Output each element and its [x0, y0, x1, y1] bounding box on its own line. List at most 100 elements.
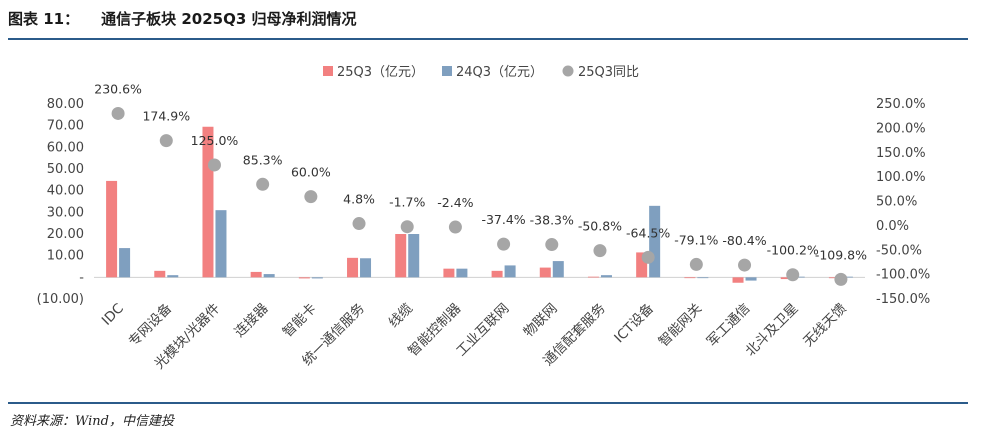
yoy-data-label: -100.2%	[767, 243, 819, 258]
category-label: ICT设备	[611, 299, 658, 346]
yoy-data-label: 230.6%	[94, 81, 142, 96]
right-axis-tick-label: 100.0%	[876, 170, 926, 185]
yoy-data-label: -109.8%	[815, 247, 867, 262]
yoy-point	[641, 250, 655, 264]
left-axis-tick-label: 70.00	[47, 119, 84, 134]
bar-25q3	[732, 277, 744, 283]
figure-title: 图表 11： 通信子板块 2025Q3 归母净利润情况	[8, 8, 357, 29]
yoy-point	[256, 177, 270, 191]
bar-24q3	[552, 261, 564, 278]
bar-24q3	[215, 210, 227, 278]
bar-25q3	[202, 126, 214, 278]
yoy-point	[738, 258, 752, 272]
bar-25q3	[780, 277, 792, 280]
figure-label: 图表 11：	[8, 10, 80, 28]
legend-swatch-25q3	[323, 66, 333, 76]
yoy-data-label: -37.4%	[481, 212, 525, 227]
yoy-point	[689, 257, 703, 271]
bar-25q3	[539, 267, 551, 278]
yoy-point	[352, 217, 366, 231]
bar-24q3	[793, 276, 805, 278]
left-axis-tick-label: 40.00	[47, 184, 84, 199]
right-axis-tick-label: -150.0%	[876, 292, 930, 307]
left-axis-tick-label: 60.00	[47, 140, 84, 155]
left-axis-tick-label: 80.00	[47, 97, 84, 112]
bar-25q3	[298, 277, 310, 279]
left-axis-tick-label: -	[79, 270, 84, 285]
bar-25q3	[154, 270, 166, 278]
bar-24q3	[841, 276, 853, 278]
bar-24q3	[408, 234, 420, 278]
yoy-data-label: -79.1%	[674, 232, 718, 247]
left-axis-tick-label: 50.00	[47, 162, 84, 177]
bar-25q3	[250, 271, 262, 278]
legend-swatch-24q3	[442, 66, 452, 76]
title-rule	[8, 38, 968, 40]
yoy-data-label: 125.0%	[191, 133, 239, 148]
bar-24q3	[167, 275, 179, 278]
yoy-point	[786, 268, 800, 282]
yoy-point	[497, 237, 511, 251]
category-label: 军工通信	[704, 301, 753, 350]
bar-24q3	[263, 274, 275, 278]
legend-label-24q3: 24Q3（亿元）	[456, 65, 543, 80]
bar-25q3	[684, 277, 696, 279]
category-label: 智能卡	[280, 301, 320, 341]
yoy-data-label: -2.4%	[437, 195, 473, 210]
yoy-data-label: 4.8%	[343, 192, 375, 207]
yoy-point	[304, 190, 318, 204]
yoy-data-label: -1.7%	[389, 195, 425, 210]
legend-label-yoy: 25Q3同比	[578, 65, 639, 80]
bar-25q3	[491, 270, 503, 278]
left-axis-tick-label: (10.00)	[37, 292, 84, 307]
yoy-data-label: 85.3%	[243, 152, 283, 167]
right-axis-tick-label: -50.0%	[876, 243, 922, 258]
yoy-data-label: 174.9%	[142, 109, 190, 124]
category-label: 工业互联网	[453, 301, 512, 360]
bar-24q3	[456, 268, 468, 278]
bar-25q3	[636, 252, 648, 278]
yoy-point	[448, 220, 462, 234]
bar-25q3	[587, 276, 599, 278]
yoy-point	[111, 106, 125, 120]
footer-rule	[8, 402, 968, 404]
yoy-data-label: -64.5%	[626, 225, 670, 240]
yoy-point	[207, 158, 221, 172]
figure-title-text: 通信子板块 2025Q3 归母净利润情况	[101, 10, 357, 28]
bar-24q3	[745, 277, 757, 281]
left-axis-tick-label: 20.00	[47, 227, 84, 242]
category-label: IDC	[99, 301, 127, 329]
left-axis-tick-label: 30.00	[47, 205, 84, 220]
yoy-data-label: -50.8%	[578, 219, 622, 234]
yoy-point	[400, 220, 414, 234]
right-axis-tick-label: -100.0%	[876, 268, 930, 283]
bar-25q3	[828, 277, 840, 279]
right-axis-tick-label: 250.0%	[876, 97, 926, 112]
yoy-data-label: -38.3%	[530, 213, 574, 228]
source-note: 资料来源：Wind，中信建投	[10, 414, 174, 429]
category-label: 专网设备	[125, 299, 176, 350]
yoy-data-label: 60.0%	[291, 165, 331, 180]
yoy-point	[593, 244, 607, 258]
right-axis-tick-label: 50.0%	[876, 195, 917, 210]
yoy-data-label: -80.4%	[722, 233, 766, 248]
category-label: 无线天馈	[800, 301, 849, 350]
right-axis-tick-label: 150.0%	[876, 146, 926, 161]
left-axis-tick-label: 10.00	[47, 249, 84, 264]
bar-24q3	[119, 248, 131, 278]
bar-24q3	[504, 265, 516, 278]
yoy-point	[545, 238, 559, 252]
bar-25q3	[347, 257, 359, 278]
bar-24q3	[600, 275, 612, 278]
yoy-point	[159, 134, 173, 148]
yoy-point	[834, 272, 848, 286]
bar-25q3	[443, 268, 455, 278]
legend: 25Q3（亿元） 24Q3（亿元） 25Q3同比	[323, 65, 639, 80]
bar-24q3	[697, 277, 709, 279]
bar-25q3	[106, 180, 118, 278]
bar-24q3	[311, 277, 323, 279]
category-label: 物联网	[521, 301, 561, 341]
bar-25q3	[395, 234, 407, 278]
right-axis-tick-label: 200.0%	[876, 121, 926, 136]
